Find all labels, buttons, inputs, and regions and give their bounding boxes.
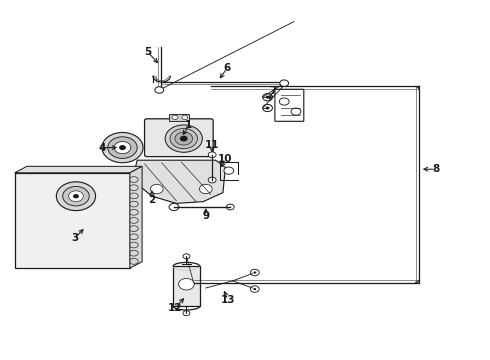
Circle shape bbox=[172, 115, 178, 120]
Text: 12: 12 bbox=[168, 303, 183, 313]
Text: 9: 9 bbox=[202, 211, 209, 221]
Circle shape bbox=[280, 80, 289, 86]
Text: 11: 11 bbox=[205, 140, 220, 150]
Circle shape bbox=[119, 145, 126, 150]
Circle shape bbox=[266, 107, 270, 109]
Circle shape bbox=[183, 311, 190, 316]
Circle shape bbox=[102, 132, 143, 163]
Circle shape bbox=[263, 94, 272, 101]
Circle shape bbox=[155, 87, 164, 93]
Text: 7: 7 bbox=[269, 86, 277, 96]
Circle shape bbox=[165, 125, 202, 152]
Circle shape bbox=[250, 286, 259, 292]
Polygon shape bbox=[130, 166, 142, 268]
Bar bbox=[169, 114, 189, 121]
Text: 8: 8 bbox=[432, 164, 439, 174]
Circle shape bbox=[253, 271, 256, 274]
Bar bbox=[15, 173, 130, 268]
Circle shape bbox=[250, 269, 259, 276]
Circle shape bbox=[266, 96, 270, 99]
Text: 6: 6 bbox=[223, 63, 230, 73]
Circle shape bbox=[56, 182, 96, 211]
Circle shape bbox=[180, 136, 188, 141]
Circle shape bbox=[114, 141, 131, 154]
Circle shape bbox=[150, 184, 163, 194]
Circle shape bbox=[182, 115, 188, 120]
Circle shape bbox=[291, 108, 301, 115]
Circle shape bbox=[170, 129, 197, 149]
Text: 3: 3 bbox=[71, 233, 78, 243]
Circle shape bbox=[253, 288, 256, 290]
Circle shape bbox=[175, 132, 193, 145]
Circle shape bbox=[63, 186, 89, 206]
Circle shape bbox=[183, 254, 190, 259]
Circle shape bbox=[169, 203, 179, 211]
Bar bbox=[173, 266, 200, 306]
Text: 5: 5 bbox=[145, 47, 151, 57]
Circle shape bbox=[73, 194, 79, 198]
Circle shape bbox=[208, 152, 216, 158]
Text: 4: 4 bbox=[98, 143, 106, 153]
Polygon shape bbox=[132, 160, 225, 203]
Circle shape bbox=[224, 167, 234, 174]
Polygon shape bbox=[15, 166, 142, 173]
Circle shape bbox=[178, 279, 194, 290]
Text: 13: 13 bbox=[220, 295, 235, 305]
Text: 2: 2 bbox=[148, 195, 155, 205]
Circle shape bbox=[199, 184, 212, 194]
Text: 10: 10 bbox=[218, 154, 233, 164]
Circle shape bbox=[263, 104, 272, 112]
Circle shape bbox=[226, 204, 234, 210]
Circle shape bbox=[108, 137, 137, 158]
FancyBboxPatch shape bbox=[145, 119, 213, 157]
Text: 1: 1 bbox=[185, 120, 192, 130]
Circle shape bbox=[208, 177, 216, 183]
Circle shape bbox=[279, 98, 289, 105]
Circle shape bbox=[69, 191, 83, 202]
